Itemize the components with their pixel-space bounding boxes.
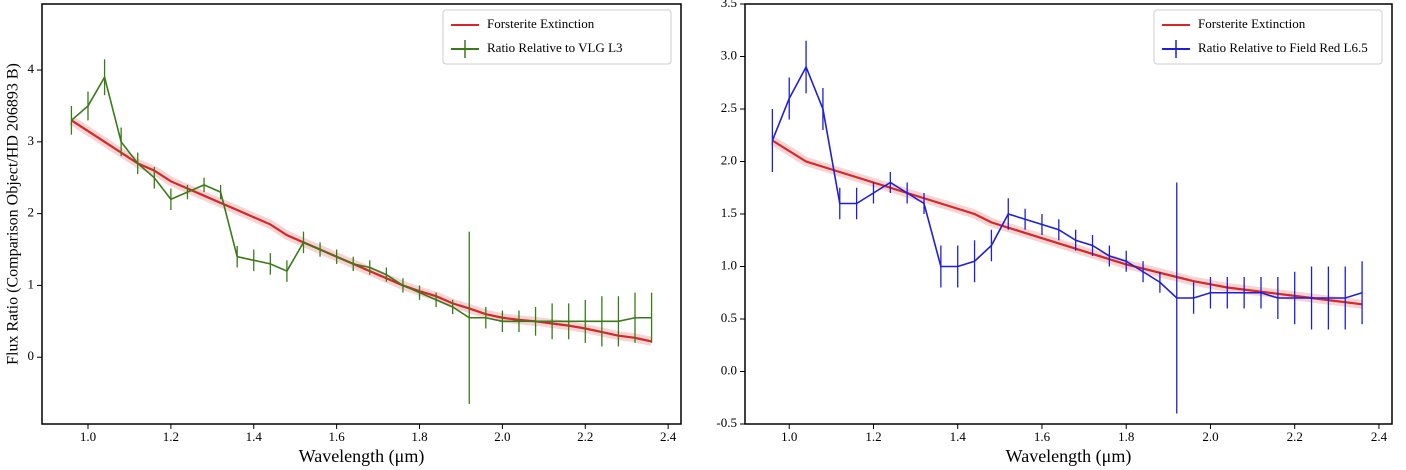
x-tick-label: 2.0 [494, 429, 510, 444]
x-tick-label: 1.0 [80, 429, 96, 444]
ratio-line [771, 65, 1363, 299]
y-tick-label: 3.0 [721, 47, 737, 62]
x-tick-label: 1.2 [163, 429, 179, 444]
legend-label: Forsterite Extinction [487, 16, 595, 31]
y-tick-label: 2.5 [721, 100, 737, 115]
x-tick-label: 2.4 [660, 429, 677, 444]
y-tick-label: 1 [28, 276, 35, 291]
x-tick-label: 1.6 [329, 429, 346, 444]
x-tick-label: 2.0 [1202, 429, 1218, 444]
x-tick-label: 1.4 [950, 429, 967, 444]
extinction-band [68, 116, 653, 346]
x-axis-label: Wavelength (μm) [299, 446, 425, 467]
legend-label: Forsterite Extinction [1198, 16, 1306, 31]
extinction-line [70, 119, 652, 343]
x-tick-label: 1.8 [411, 429, 427, 444]
ratio-line [70, 75, 652, 323]
x-tick-label: 1.0 [781, 429, 797, 444]
x-tick-label: 1.2 [865, 429, 881, 444]
x-tick-label: 2.2 [1287, 429, 1303, 444]
y-tick-label: -0.5 [716, 415, 737, 430]
plot-frame [41, 3, 682, 425]
legend-box [1153, 9, 1383, 65]
x-tick-label: 2.2 [577, 429, 593, 444]
y-axis-label: Flux Ratio (Comparison Object/HD 206893 … [5, 63, 22, 365]
plot-frame [744, 3, 1393, 425]
y-tick-label: 2 [28, 205, 35, 220]
x-tick-label: 2.4 [1371, 429, 1388, 444]
y-tick-label: 0 [28, 348, 35, 363]
extinction-line [771, 139, 1363, 306]
y-tick-label: 1.5 [721, 205, 737, 220]
legend-label: Ratio Relative to Field Red L6.5 [1198, 40, 1368, 55]
y-tick-label: 3.5 [721, 0, 737, 10]
y-tick-label: 1.0 [721, 257, 737, 272]
legend-box [442, 9, 672, 65]
y-tick-label: 4 [28, 61, 35, 76]
legend-label: Ratio Relative to VLG L3 [487, 40, 623, 55]
y-tick-label: 0.0 [721, 362, 737, 377]
y-tick-label: 0.5 [721, 310, 737, 325]
extinction-band [769, 136, 1363, 309]
x-axis-label: Wavelength (μm) [1006, 446, 1132, 467]
y-tick-label: 3 [28, 133, 35, 148]
x-tick-label: 1.8 [1118, 429, 1134, 444]
y-tick-label: 2.0 [721, 152, 737, 167]
x-tick-label: 1.6 [1034, 429, 1051, 444]
x-tick-label: 1.4 [246, 429, 263, 444]
